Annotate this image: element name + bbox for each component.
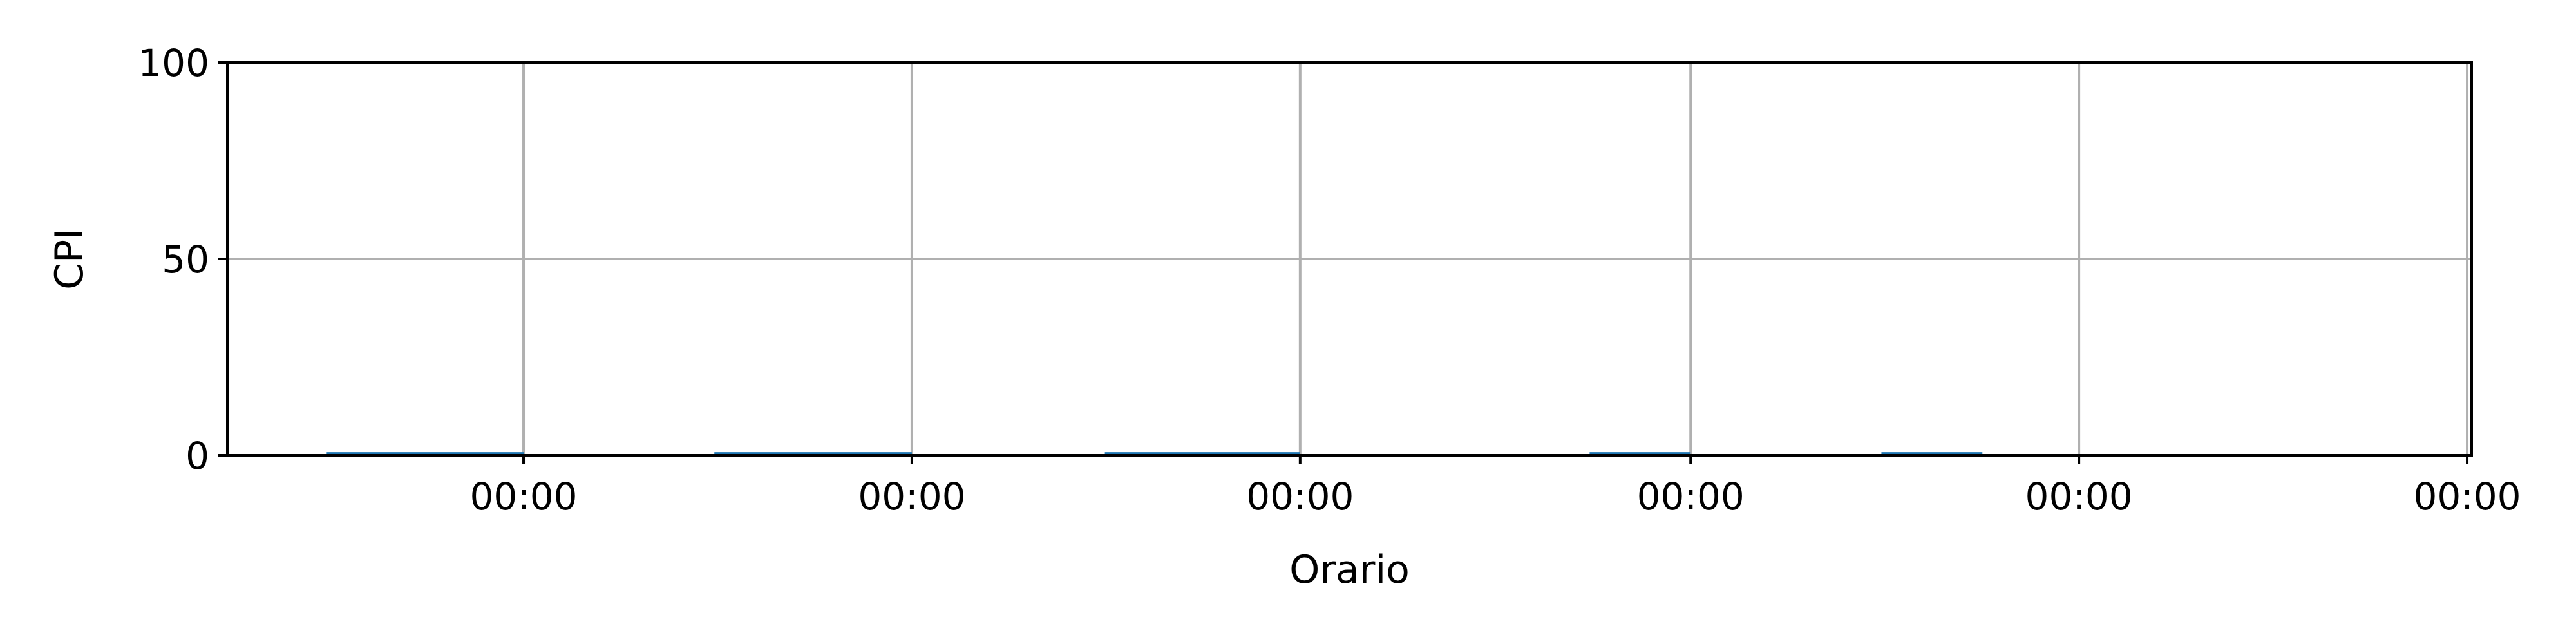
x-tick-label: 00:00 xyxy=(2413,475,2521,518)
y-axis-label: CPI xyxy=(47,228,92,290)
x-axis-label: Orario xyxy=(1289,547,1410,592)
x-tick-label: 00:00 xyxy=(1246,475,1354,518)
plot-area xyxy=(226,61,2473,457)
bars-layer xyxy=(326,452,1983,455)
bar xyxy=(1104,452,1300,455)
x-tick-label: 00:00 xyxy=(858,475,965,518)
x-axis: 00:00 00:00 00:00 00:00 00:00 00:00 xyxy=(469,455,2521,518)
x-tick-label: 00:00 xyxy=(1637,475,1745,518)
y-tick-label: 0 xyxy=(185,434,209,478)
y-tick-label: 50 xyxy=(162,238,209,281)
x-tick-label: 00:00 xyxy=(2025,475,2133,518)
bar xyxy=(714,452,912,455)
bar xyxy=(1589,452,1691,455)
bar xyxy=(1881,452,1983,455)
bar xyxy=(326,452,524,455)
y-tick-label: 100 xyxy=(138,41,209,85)
x-tick-label: 00:00 xyxy=(469,475,577,518)
y-axis: 0 50 100 xyxy=(138,41,227,478)
